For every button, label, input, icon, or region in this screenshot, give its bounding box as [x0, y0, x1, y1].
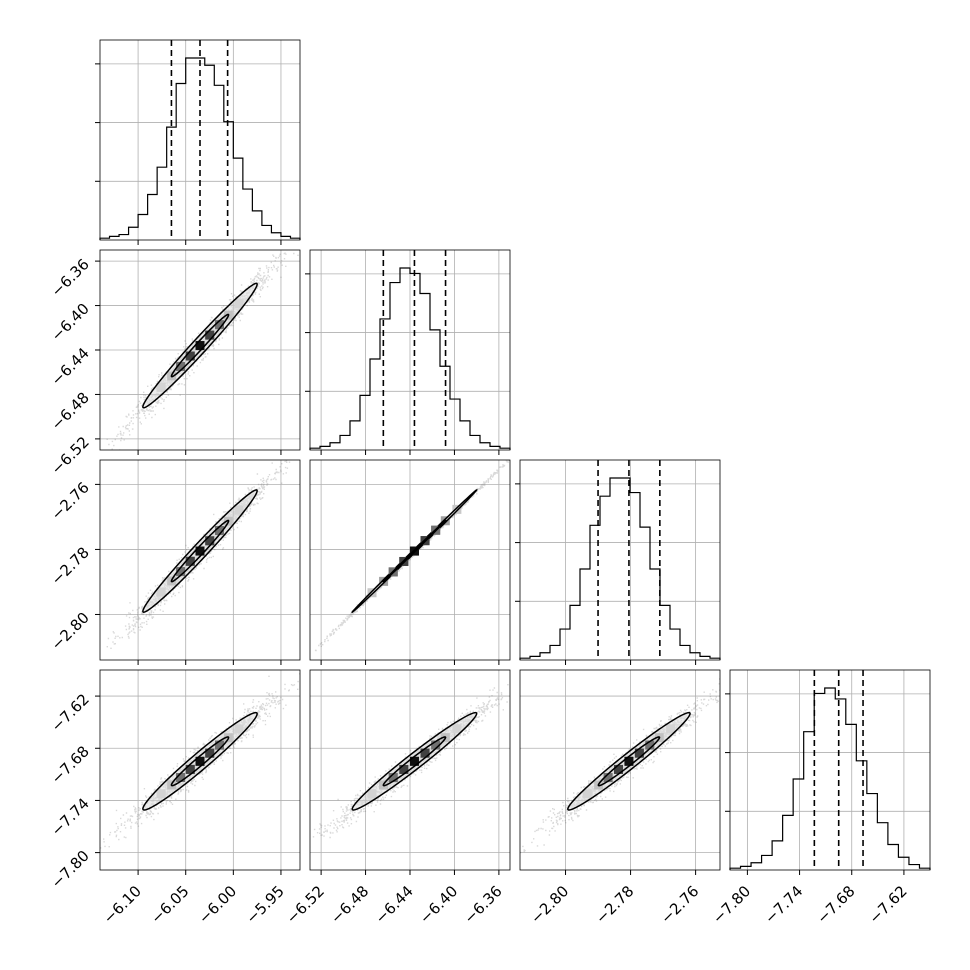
density-block	[624, 756, 634, 766]
density-block	[399, 764, 409, 774]
histogram-bars	[99, 57, 301, 240]
density-block	[195, 546, 205, 556]
density-block	[214, 526, 224, 536]
density-block	[214, 320, 224, 330]
histogram-panel-0	[95, 39, 301, 241]
density-block	[645, 740, 655, 750]
contour-line	[597, 736, 661, 787]
panel-frame	[519, 459, 721, 661]
histogram-panel-1	[305, 249, 511, 451]
contour-line	[170, 313, 230, 378]
density-block	[409, 756, 419, 766]
panel-frame	[729, 669, 931, 871]
scatter-panel-0-1	[99, 249, 301, 451]
histogram-bars	[309, 267, 511, 450]
density-block	[214, 740, 224, 750]
histogram-bars	[519, 477, 721, 660]
contour-line	[170, 519, 230, 583]
density-block	[205, 330, 215, 340]
scatter-panel-0-2	[99, 459, 301, 661]
scatter-panel-0-3	[99, 669, 301, 871]
scatter-panel-1-3	[309, 669, 511, 871]
density-block	[185, 556, 195, 566]
density-block	[388, 773, 398, 783]
density-block	[431, 740, 441, 750]
density-block	[185, 764, 195, 774]
density-block	[205, 536, 215, 546]
panel-frame	[99, 669, 301, 871]
density-block	[420, 748, 430, 758]
scatter-panel-1-2	[309, 459, 511, 661]
scatter-panel-2-3	[519, 669, 721, 871]
histogram-panel-2	[515, 459, 721, 661]
density-block	[205, 748, 215, 758]
contour-line	[382, 736, 447, 787]
histogram-panel-3	[725, 669, 931, 871]
density-block	[195, 756, 205, 766]
contour-line	[382, 519, 447, 583]
density-block	[634, 748, 644, 758]
density-block	[176, 772, 186, 782]
density-block	[176, 567, 186, 577]
histogram-bars	[729, 687, 931, 870]
panel-frame	[99, 459, 301, 661]
panel-frame	[99, 39, 301, 241]
panel-frame	[519, 669, 721, 871]
density-block	[176, 361, 186, 371]
density-block	[603, 773, 613, 783]
density-block	[185, 351, 195, 361]
contour-line	[170, 736, 230, 787]
density-block	[614, 764, 624, 774]
density-block	[195, 341, 205, 351]
